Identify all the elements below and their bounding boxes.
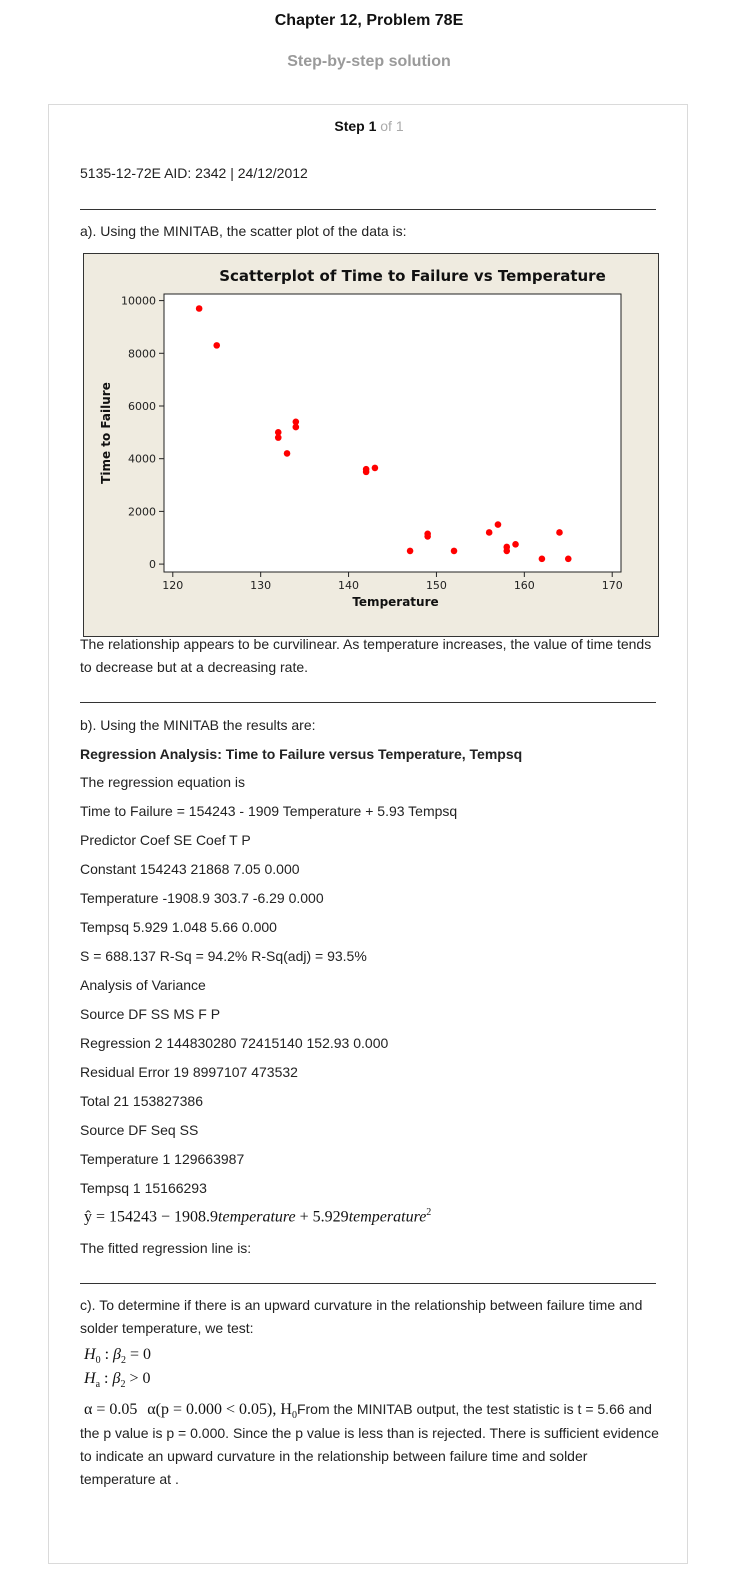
ha-bsub: 2 — [120, 1379, 126, 1391]
regression-line: Temperature 1 129663987 — [80, 1151, 245, 1167]
scatter-point — [485, 529, 493, 536]
x-tick-label: 170 — [602, 579, 623, 592]
alpha-cond-sub: 0 — [291, 1409, 297, 1421]
h0-H: H — [84, 1346, 96, 1363]
part-c-intro: c). To determine if there is an upward c… — [80, 1297, 643, 1336]
ha-H: H — [84, 1370, 96, 1387]
null-hypothesis: H0 : β2 = 0 — [84, 1346, 152, 1367]
eq-term1: temperature — [218, 1208, 296, 1226]
alpha-expr: α = 0.05 — [84, 1401, 138, 1418]
part-a-conclusion: The relationship appears to be curviline… — [80, 636, 652, 675]
regression-line: The regression equation is — [80, 774, 245, 790]
divider-a — [80, 209, 656, 210]
y-tick-label: 2000 — [128, 505, 156, 518]
scatter-point — [564, 555, 572, 563]
scatter-point — [362, 468, 370, 476]
regression-line: Source DF Seq SS — [80, 1122, 199, 1138]
eq-const: = 154243 − 1908.9 — [92, 1208, 219, 1226]
regression-line: Regression 2 144830280 72415140 152.93 0… — [80, 1035, 389, 1051]
y-tick-label: 0 — [149, 558, 156, 571]
regression-line: Tempsq 5.929 1.048 5.66 0.000 — [80, 919, 277, 935]
x-tick-label: 130 — [250, 579, 271, 592]
h0-rel: = 0 — [125, 1346, 152, 1363]
regression-line: Constant 154243 21868 7.05 0.000 — [80, 861, 300, 877]
regression-line: Source DF SS MS F P — [80, 1006, 221, 1022]
divider-b — [80, 702, 656, 703]
ha-rel: > 0 — [125, 1370, 151, 1387]
scatter-point — [213, 342, 221, 349]
eq-exponent: 2 — [426, 1207, 432, 1218]
y-tick-label: 4000 — [128, 453, 156, 466]
scatter-point — [195, 305, 203, 312]
plot-area — [163, 293, 622, 573]
part-b-intro: b). Using the MINITAB the results are: — [80, 717, 316, 733]
x-tick-label: 160 — [514, 579, 535, 592]
scatter-point — [292, 423, 300, 431]
eq-term2: temperature — [348, 1208, 427, 1226]
chart-title: Scatterplot of Time to Failure vs Temper… — [219, 267, 606, 285]
scatter-point — [424, 533, 431, 540]
ha-sub: a — [95, 1379, 101, 1391]
scatter-point — [283, 450, 291, 457]
regression-line: Tempsq 1 15166293 — [80, 1180, 207, 1196]
step-header: Step 1 of 1 — [0, 118, 738, 134]
scatter-plot-svg: Scatterplot of Time to Failure vs Temper… — [99, 267, 623, 609]
scatter-point — [406, 547, 414, 555]
part-c-conclusion: the p value is p = 0.000. Since the p va… — [80, 1425, 659, 1487]
regression-line: Total 21 153827386 — [80, 1093, 203, 1109]
regression-line: Time to Failure = 154243 - 1909 Temperat… — [80, 803, 458, 819]
alt-hypothesis: Ha : β2 > 0 — [84, 1370, 151, 1391]
scatter-point — [450, 547, 458, 555]
regression-line: Temperature -1908.9 303.7 -6.29 0.000 — [80, 890, 324, 906]
part-a-intro: a). Using the MINITAB, the scatter plot … — [80, 223, 407, 239]
scatter-plot: Scatterplot of Time to Failure vs Temper… — [83, 253, 659, 637]
eq-yhat: ŷ — [84, 1208, 92, 1226]
divider-c — [80, 1283, 656, 1284]
x-axis-label: Temperature — [352, 595, 438, 609]
page-subtitle: Step-by-step solution — [287, 53, 451, 70]
alpha-cond: α(p = 0.000 < 0.05), H — [147, 1401, 292, 1418]
y-tick-label: 8000 — [128, 347, 156, 360]
page-title: Chapter 12, Problem 78E — [274, 12, 464, 29]
meta-line: 5135-12-72E AID: 2342 | 24/12/2012 — [80, 165, 308, 181]
scatter-point — [292, 418, 300, 426]
eq-coef2: + 5.929 — [295, 1208, 349, 1226]
regression-line: Predictor Coef SE Coef T P — [80, 832, 251, 848]
regression-line: Analysis of Variance — [80, 977, 206, 993]
h0-bsub: 2 — [120, 1355, 126, 1367]
alpha-line: α = 0.05 α(p = 0.000 < 0.05), H0From the… — [84, 1401, 652, 1421]
y-tick-label: 6000 — [128, 400, 156, 413]
alpha-followup: From the MINITAB output, the test statis… — [296, 1401, 652, 1417]
y-tick-label: 10000 — [121, 295, 156, 308]
regression-line: Residual Error 19 8997107 473532 — [80, 1064, 298, 1080]
regression-equation: ŷ = 154243 − 1908.9temperature + 5.929te… — [84, 1207, 431, 1226]
x-tick-label: 150 — [426, 579, 447, 592]
scatter-point — [274, 434, 282, 441]
x-tick-label: 120 — [162, 579, 183, 592]
regression-heading: Regression Analysis: Time to Failure ver… — [80, 746, 523, 762]
scatter-point — [494, 521, 502, 528]
scatter-point — [503, 547, 511, 555]
regression-line: S = 688.137 R-Sq = 94.2% R-Sq(adj) = 93.… — [80, 948, 367, 964]
ha-beta: β — [112, 1370, 121, 1387]
fitted-line-label: The fitted regression line is: — [80, 1240, 252, 1256]
y-axis-label: Time to Failure — [99, 382, 113, 484]
scatter-point — [556, 529, 563, 536]
h0-sub: 0 — [95, 1355, 101, 1367]
scatter-point — [538, 555, 546, 563]
x-tick-label: 140 — [338, 579, 359, 592]
step-label: Step 1 — [334, 118, 377, 134]
step-count: of 1 — [380, 118, 404, 134]
h0-beta: β — [113, 1346, 121, 1363]
scatter-point — [274, 429, 282, 436]
scatter-point — [371, 464, 379, 472]
scatter-point — [512, 541, 519, 548]
